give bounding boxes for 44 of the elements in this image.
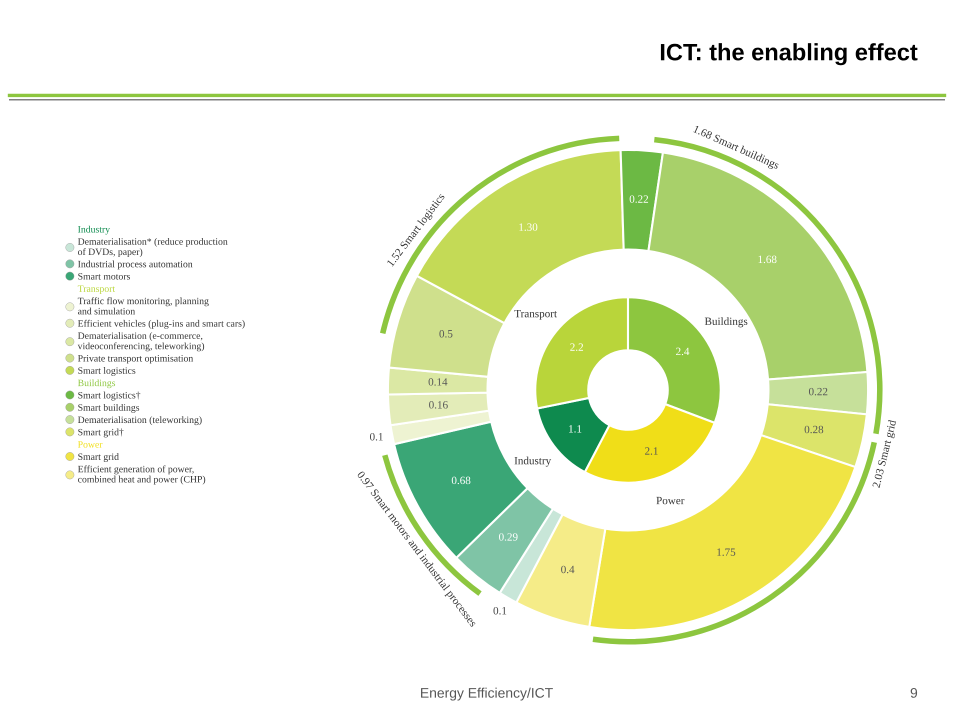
data-label: 1.30 [519, 223, 538, 231]
category-label: Power [78, 441, 102, 448]
legend-label: Dematerialisation (e-commerce, videoconferencing, teleworking) [78, 332, 204, 352]
chart-title: ICT: the enabling effect [660, 43, 918, 66]
text: 2.03 Smart grid [872, 419, 898, 489]
data-label: 0.4 [561, 566, 574, 574]
legend-label: Smart logistics [78, 367, 136, 376]
data-label: 1.1 [569, 425, 582, 433]
data-label: 1.75 [717, 548, 736, 556]
data-label: 0.16 [429, 401, 448, 409]
data-label: 0.68 [452, 476, 470, 484]
data-label: 0.1 [370, 432, 383, 441]
data-label: 0.22 [630, 195, 648, 203]
text: 9 [910, 688, 918, 698]
data-label: 2.4 [676, 348, 690, 356]
slice-label: Industry [514, 456, 552, 467]
data-label: 0.1 [493, 606, 506, 615]
data-label: 2.1 [645, 447, 658, 455]
slice-label: Buildings [704, 317, 748, 328]
legend-label: Smart grid† [78, 428, 124, 438]
legend-label: Efficient generation of power, combined heat and power (CHP) [78, 465, 206, 484]
slice-label: Power [656, 496, 684, 504]
legend-label: Traffic flow monitoring, planning and simulation [78, 297, 209, 314]
data-label: 2.2 [570, 343, 584, 351]
text: Energy Efficiency/ICT [421, 688, 553, 701]
legend-label: Smart grid [78, 453, 119, 462]
data-label: 1.68 [758, 256, 777, 264]
legend-label: Efficient vehicles (plug-ins and smart cars) [78, 320, 245, 329]
data-label: 0.14 [428, 378, 448, 386]
data-label: 0.28 [804, 426, 824, 434]
legend-label: Private transport optimisation [78, 355, 194, 364]
category-label: Buildings [78, 379, 116, 388]
category-label: Transport [78, 285, 116, 294]
category-label: Industry [78, 226, 110, 235]
data-label: 0.29 [499, 533, 518, 541]
legend-label: Industrial process automation [78, 260, 193, 270]
data-label: 0.22 [808, 388, 828, 396]
data-label: 0.5 [439, 330, 452, 338]
legend-label: Smart logistics† [78, 392, 140, 400]
slice-label: Transport [514, 310, 557, 320]
legend-label: Dematerialisation* (reduce production of DVDs, paper) [78, 238, 228, 258]
legend-label: Smart motors [78, 273, 130, 280]
legend-label: Dematerialisation (teleworking) [78, 416, 202, 426]
legend-label: Smart buildings [78, 404, 140, 413]
